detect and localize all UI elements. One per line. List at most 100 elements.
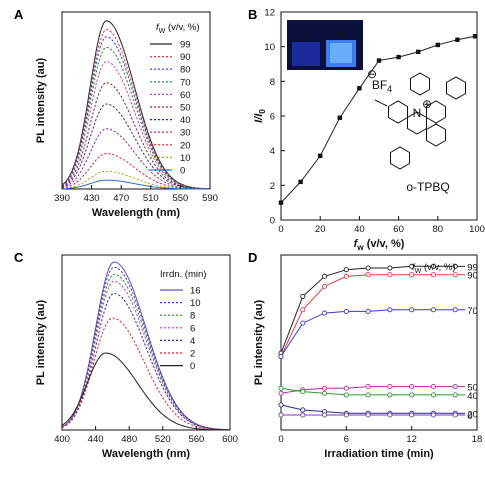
panel-b-molecule-nitrogen: N	[413, 106, 422, 120]
panel-b-xlabel: fw (v/v, %)	[354, 238, 405, 252]
panel-c-legend-label: 2	[190, 349, 195, 360]
panel-a-legend-title: fW (v/v, %)	[156, 22, 200, 35]
panel-a-series-30	[61, 128, 210, 190]
panel-b-point	[298, 179, 303, 185]
panel-d-point	[322, 412, 328, 418]
panel-d-point	[409, 307, 415, 313]
panel-d-x-tick-label: 12	[406, 434, 417, 445]
panel-c-frame	[61, 254, 231, 431]
panel-c-series-4	[61, 292, 230, 431]
panel-d-point	[322, 273, 328, 279]
panel-d-point	[452, 307, 458, 313]
panel-a-series-0	[61, 179, 210, 190]
panel-b-molecule-ring	[446, 76, 466, 100]
panel-label-d: D	[248, 250, 257, 265]
panel-d-point	[322, 283, 328, 289]
panel-d-point	[300, 320, 306, 326]
panel-b-inset-label: 0	[302, 30, 307, 41]
panel-d-point	[387, 392, 393, 398]
panel-c-series-0	[61, 352, 230, 431]
panel-d-point	[387, 265, 393, 271]
panel-d-point	[387, 272, 393, 278]
panel-d-series-70	[280, 309, 456, 357]
panel-b-vial-right-glow	[330, 43, 352, 63]
panel-a-legend-label: 30	[180, 128, 191, 139]
panel-d-point	[322, 390, 328, 396]
panel-d-point	[430, 263, 436, 269]
panel-b-molecule-ring	[410, 72, 430, 96]
panel-a-legend-label: 50	[180, 103, 191, 114]
panel-c-x-tick-label: 400	[54, 434, 70, 445]
panel-a-legend-label: 0	[180, 166, 185, 177]
panel-b-molecule-ring	[388, 100, 408, 124]
panel-d-point	[300, 293, 306, 299]
panel-c-x-tick-label: 440	[88, 434, 104, 445]
panel-b-x-tick-label: 40	[354, 224, 365, 235]
panel-d-point	[409, 392, 415, 398]
panel-c-legend-label: 6	[190, 323, 195, 334]
panel-a-legend-label: 70	[180, 77, 191, 88]
panel-b-y-tick-label: 4	[270, 146, 275, 157]
panel-d-point	[365, 265, 371, 271]
panel-d-x-tick-label: 18	[472, 434, 483, 445]
panel-d-point	[365, 384, 371, 390]
panel-d-point	[365, 412, 371, 418]
panel-b-inset-label: 99	[336, 30, 347, 41]
panel-b-molecule-charge: ⊕	[422, 97, 432, 111]
panel-d-point	[300, 407, 306, 413]
panel-b-point	[337, 115, 342, 120]
panel-b-x-tick-label: 100	[469, 224, 485, 235]
panel-a-x-tick-label: 510	[143, 193, 159, 204]
panel-b-point	[416, 49, 421, 55]
panel-label-c: C	[14, 250, 24, 265]
panel-d-point	[322, 310, 328, 316]
panel-b-molecule-methyl	[374, 99, 388, 107]
panel-c-legend-label: 8	[190, 311, 195, 322]
panel-a-frame	[61, 11, 211, 190]
panel-b-y-tick-label: 6	[270, 112, 275, 123]
panel-b-ylabel: I/I0	[253, 109, 267, 123]
panel-a-series-40	[61, 103, 210, 190]
panel-d-point	[343, 385, 349, 391]
panel-b-x-tick-label: 80	[433, 224, 444, 235]
panel-d-point	[322, 385, 328, 391]
panel-d-point	[300, 412, 306, 418]
panel-d-point	[452, 412, 458, 418]
panel-a-legend-label: 40	[180, 115, 191, 126]
panel-d-point	[430, 307, 436, 313]
panel-b-molecule-ring	[426, 123, 446, 147]
panel-a-xlabel: Wavelength (nm)	[92, 207, 181, 219]
panel-d-legend-title: fW (v/v, %)	[412, 262, 456, 275]
panel-b-point	[278, 200, 284, 205]
panel-d-point	[387, 307, 393, 313]
panel-d-x-tick-label: 6	[344, 434, 349, 445]
panel-d-point	[430, 384, 436, 390]
panel-c-x-tick-label: 480	[121, 434, 137, 445]
panel-d-point	[343, 273, 349, 279]
panel-d-series-90	[280, 274, 456, 357]
panel-b-x-tick-label: 20	[315, 224, 326, 235]
panel-a-series-60	[61, 61, 211, 190]
panel-d-series-label: 99	[467, 262, 478, 273]
panel-d-point	[343, 392, 349, 398]
panel-b-y-tick-label: 2	[270, 181, 275, 192]
panel-b-point	[435, 42, 440, 48]
panel-d-series-label: 70	[467, 306, 478, 317]
panel-a-x-tick-label: 390	[54, 193, 70, 204]
panel-a-legend-label: 60	[180, 90, 191, 101]
panel-d-series-label: 50	[467, 383, 478, 394]
panel-d-point	[365, 392, 371, 398]
panel-label-a: A	[14, 7, 24, 22]
panel-a-legend-label: 20	[180, 140, 191, 151]
panel-c-series-8	[61, 273, 231, 431]
panel-b-y-tick-label: 8	[270, 77, 275, 88]
panel-label-b: B	[248, 7, 257, 22]
panel-d-point	[409, 263, 415, 269]
panel-d-series-label: 40	[467, 391, 478, 402]
panel-d-point	[430, 412, 436, 418]
panel-b-molecule-ring	[390, 146, 410, 170]
panel-d-point	[409, 412, 415, 418]
panel-c-legend-title: Irrdn. (min)	[160, 269, 206, 280]
panel-c-legend-label: 0	[190, 361, 195, 372]
